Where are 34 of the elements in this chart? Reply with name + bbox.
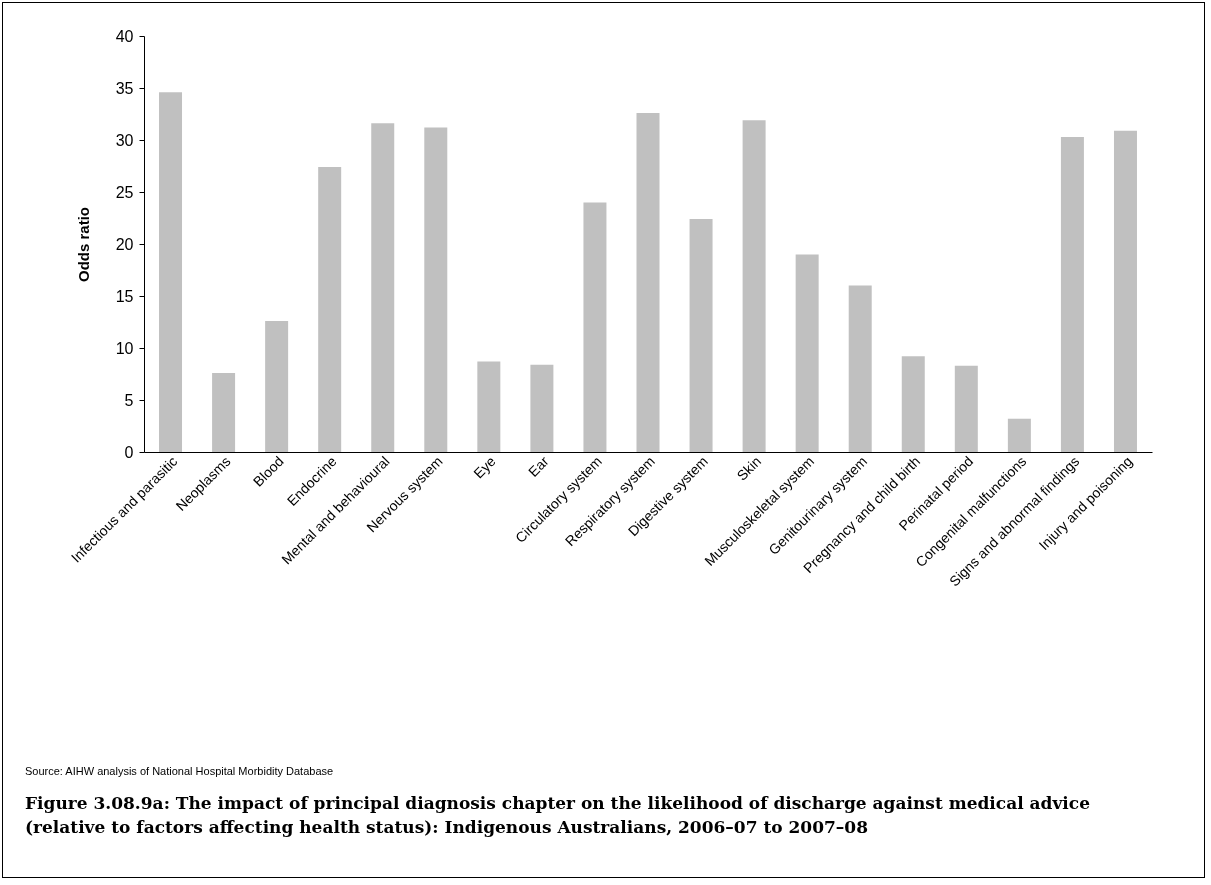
bar — [1007, 418, 1031, 452]
bar — [530, 364, 554, 452]
text: Figure 3.08.9a: The impact of principal diagnosis chapter on the likelihood of discharge against medical advice (relative to factors affecting health status): Indigenous Australians, 2006–07 to 2007–08 — [25, 792, 1091, 839]
bar — [265, 320, 289, 452]
x-tick-label: Skin — [733, 453, 764, 484]
y-axis-title: Odds ratio — [74, 206, 92, 283]
y-tick-label: 10 — [115, 339, 134, 357]
y-tick-label: 20 — [115, 235, 134, 253]
bar — [1060, 136, 1084, 452]
bar — [689, 219, 713, 452]
y-tick-label: 30 — [115, 131, 134, 149]
x-tick-label: Ear — [525, 452, 553, 480]
y-tick-label: 35 — [115, 79, 134, 97]
y-tick-label: 15 — [115, 287, 134, 305]
bar — [848, 285, 872, 452]
y-tick-label: 5 — [124, 391, 134, 409]
bar — [636, 112, 660, 452]
bar — [477, 361, 501, 452]
bar — [212, 372, 236, 452]
bar — [901, 356, 925, 452]
bar — [742, 120, 766, 452]
y-tick-label: 25 — [115, 183, 134, 201]
bar — [371, 123, 395, 452]
bar — [424, 127, 448, 452]
bar — [954, 365, 978, 452]
y-tick-label: 0 — [124, 443, 134, 461]
bar — [159, 92, 183, 452]
bar — [1113, 130, 1137, 452]
bar — [795, 254, 819, 452]
bar — [583, 202, 607, 452]
source-note: Source: AIHW analysis of National Hospital Morbidity Database — [25, 765, 334, 777]
y-tick-label: 40 — [115, 27, 134, 45]
x-tick-label: Eye — [470, 452, 499, 482]
bar — [318, 167, 342, 452]
